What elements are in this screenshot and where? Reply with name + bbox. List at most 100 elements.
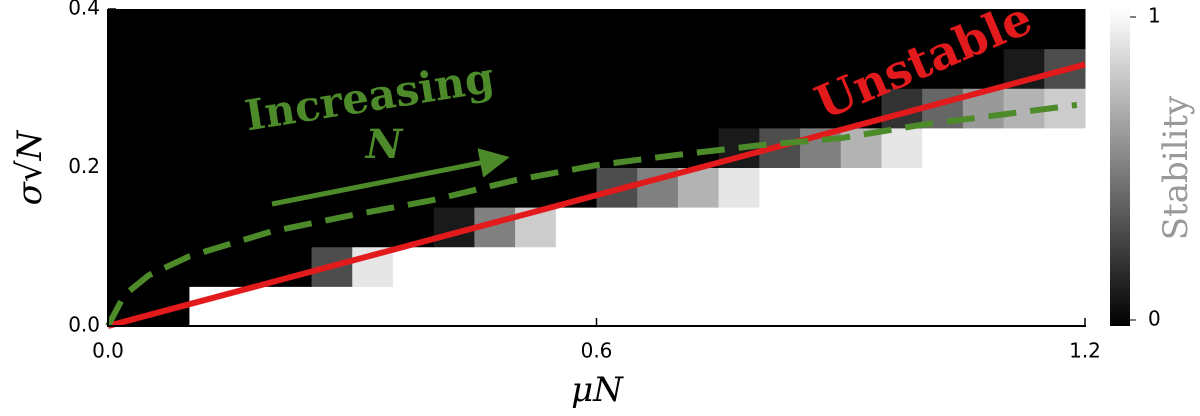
annotation: N	[364, 121, 404, 168]
heatmap-cell	[1003, 127, 1045, 168]
heatmap-cell	[148, 127, 190, 168]
heatmap-cell	[922, 48, 964, 89]
dashed-curve	[105, 101, 1078, 328]
heatmap-cell	[189, 207, 231, 248]
heatmap-cell	[718, 207, 760, 248]
heatmap-cell	[555, 286, 597, 327]
y-tick-label: 0.4	[68, 0, 100, 20]
heatmap-cell	[474, 88, 516, 129]
heatmap-cell	[637, 207, 679, 248]
heatmap-cell	[352, 9, 394, 50]
colorbar-tick-label: 1	[1148, 4, 1161, 28]
y-tick-label: 0.2	[68, 154, 100, 178]
heatmap-cell	[759, 88, 801, 129]
heatmap-cell	[759, 9, 801, 50]
heatmap-cell	[515, 286, 557, 327]
heatmap-cell	[555, 9, 597, 50]
heatmap-cell	[759, 48, 801, 89]
arrow	[271, 148, 510, 207]
heatmap-cell	[555, 127, 597, 168]
heatmap-cell	[515, 9, 557, 50]
heatmap-cell	[352, 88, 394, 129]
heatmap-cell	[1003, 167, 1045, 208]
heatmap-cell	[881, 286, 923, 327]
heatmap-cell	[311, 9, 353, 50]
heatmap-cell	[108, 127, 150, 168]
threshold-line	[107, 61, 1086, 329]
heatmap-cell	[311, 88, 353, 129]
heatmap-cell	[677, 286, 720, 327]
heatmap-cell	[311, 127, 353, 168]
heatmap-cell	[677, 246, 720, 287]
heatmap-cell	[881, 9, 923, 50]
heatmap-cell	[230, 48, 272, 89]
heatmap-cell	[148, 9, 190, 50]
heatmap-cell	[392, 88, 435, 129]
heatmap-cell	[840, 207, 882, 248]
heatmap-cell	[515, 88, 557, 129]
heatmap-cell	[962, 9, 1005, 50]
heatmap-cell	[962, 48, 1005, 89]
heatmap-cell	[189, 48, 231, 89]
heatmap-cell	[230, 207, 272, 248]
heatmap-cell	[962, 167, 1005, 208]
heatmap-cell	[189, 127, 231, 168]
heatmap-cell	[1044, 246, 1086, 287]
heatmap-cell	[230, 167, 272, 208]
heatmap-cell	[148, 88, 190, 129]
heatmap-cell	[922, 286, 964, 327]
heatmap-cell	[922, 207, 964, 248]
colorbar	[1110, 9, 1130, 326]
heatmap-cell	[555, 88, 597, 129]
heatmap-cell	[922, 246, 964, 287]
heatmap-cell	[718, 246, 760, 287]
heatmap-cell	[148, 207, 190, 248]
heatmap-cell	[637, 127, 679, 168]
heatmap-cell	[800, 286, 842, 327]
heatmap-cell	[759, 246, 801, 287]
x-axis-label: μN	[571, 370, 624, 410]
heatmap-cell	[474, 48, 516, 89]
heatmap-cell	[1044, 127, 1086, 168]
heatmap-cell	[637, 286, 679, 327]
heatmap-cell	[1003, 207, 1045, 248]
heatmap-cell	[311, 48, 353, 89]
heatmap-cell	[800, 48, 842, 89]
heatmap-cell	[270, 286, 313, 327]
heatmap-cell	[1044, 207, 1086, 248]
heatmap-cell	[555, 48, 597, 89]
heatmap-cell	[881, 48, 923, 89]
heatmap-cell	[555, 246, 597, 287]
heatmap-cell	[148, 167, 190, 208]
heatmap-cell	[189, 246, 231, 287]
heatmap-cell	[840, 9, 882, 50]
heatmap-cell	[800, 207, 842, 248]
heatmap-cell	[433, 48, 475, 89]
heatmap-cell	[230, 246, 272, 287]
heatmap-cell	[474, 286, 516, 327]
heatmap-cell	[433, 88, 475, 129]
heatmap-cell	[108, 48, 150, 89]
heatmap-cell	[189, 9, 231, 50]
heatmap-cell	[840, 48, 882, 89]
heatmap-cell	[718, 286, 760, 327]
heatmap-cell	[1044, 9, 1086, 50]
heatmap-cell	[840, 167, 882, 208]
heatmap-cell	[962, 207, 1005, 248]
heatmap-cell	[759, 167, 801, 208]
heatmap-cell	[596, 48, 638, 89]
heatmap-cell	[108, 88, 150, 129]
heatmap-cell	[433, 167, 475, 208]
heatmap-cell	[392, 246, 435, 287]
heatmap-cell	[352, 48, 394, 89]
colorbar-label: Stability	[1156, 95, 1196, 240]
heatmap-cell	[1003, 246, 1045, 287]
heatmap-cell	[189, 167, 231, 208]
heatmap-cell	[922, 9, 964, 50]
heatmap-cell	[881, 246, 923, 287]
heatmap-cell	[352, 286, 394, 327]
heatmap-cell	[1003, 9, 1045, 50]
heatmap-cell	[311, 207, 353, 248]
heatmap-cell	[637, 48, 679, 89]
